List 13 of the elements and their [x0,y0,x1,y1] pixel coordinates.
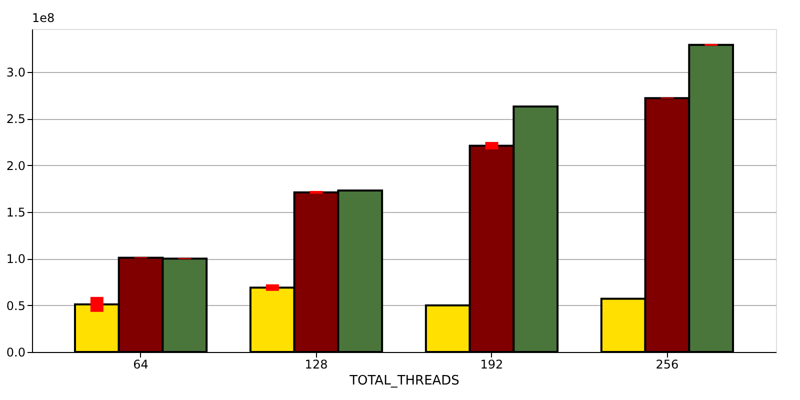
y-tick-label: 0.5 [6,298,26,313]
x-tick-label: 192 [480,358,504,372]
x-axis-title: TOTAL_THREADS [348,374,460,388]
y-tick-label: 0.0 [6,346,26,360]
x-tick-label: 256 [656,358,679,372]
text: 1e8 [32,11,55,25]
y-tick-label: 1.5 [6,205,26,220]
y-tick-label: 2.0 [6,158,26,173]
x-tick-label: 128 [304,358,328,372]
y-tick-label: 1.0 [6,252,26,266]
y-tick-label: 3.0 [6,65,26,80]
y-tick-label: 2.5 [6,112,26,126]
x-tick-label: 64 [133,358,148,372]
